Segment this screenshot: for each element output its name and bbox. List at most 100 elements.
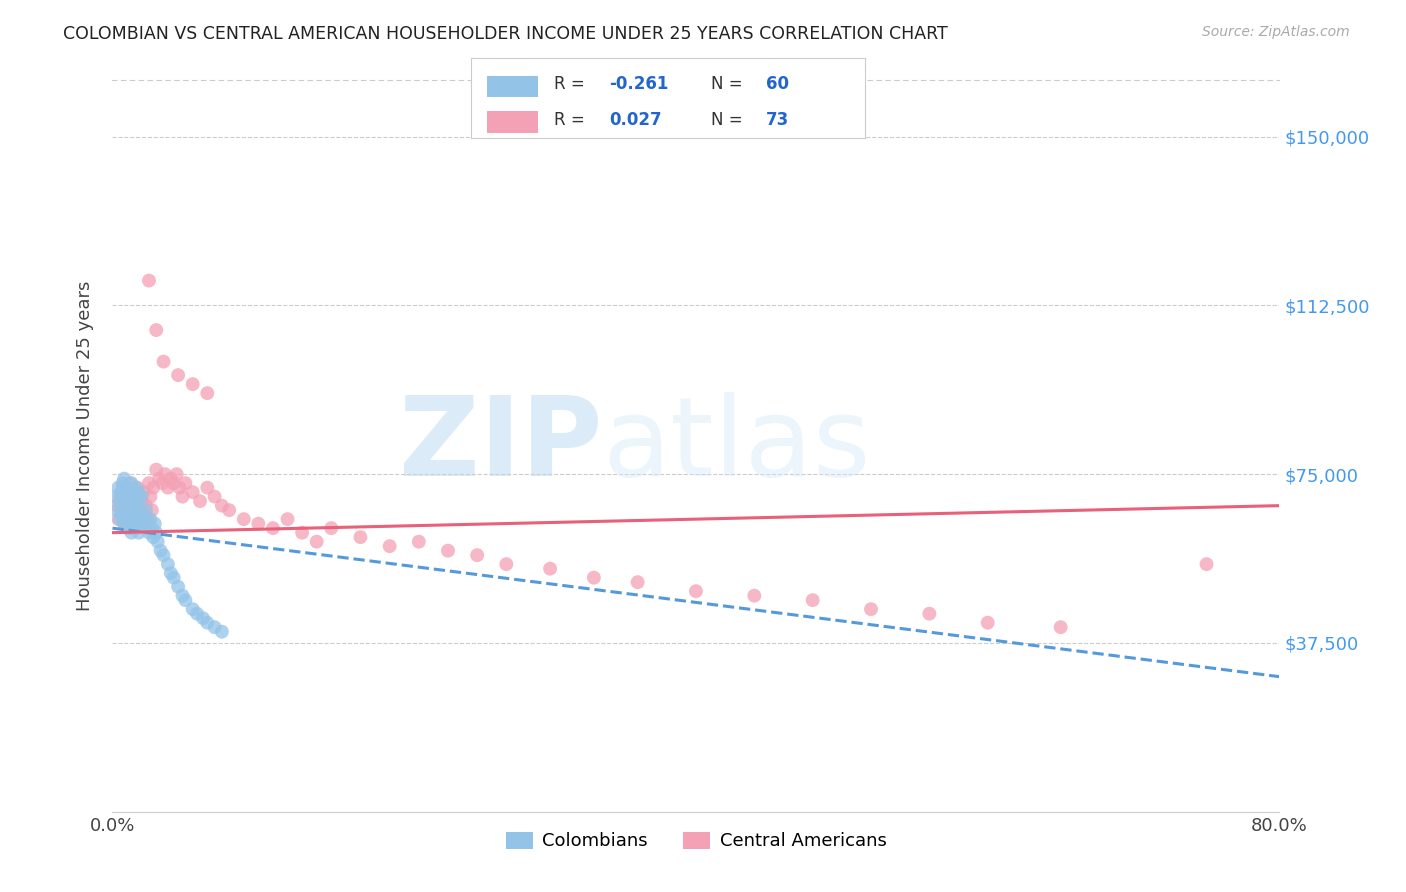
Point bbox=[136, 512, 159, 526]
Point bbox=[117, 494, 139, 508]
Point bbox=[115, 485, 138, 500]
Text: 73: 73 bbox=[766, 111, 790, 128]
Point bbox=[129, 516, 152, 531]
Point bbox=[112, 516, 135, 531]
Point bbox=[107, 481, 129, 495]
Point bbox=[112, 516, 135, 531]
Point bbox=[114, 508, 136, 522]
Point bbox=[122, 499, 145, 513]
Point bbox=[627, 575, 650, 590]
Point bbox=[127, 481, 149, 495]
Point bbox=[321, 521, 343, 535]
Point bbox=[124, 508, 146, 522]
Point bbox=[174, 476, 197, 491]
Point bbox=[150, 476, 173, 491]
Point bbox=[143, 516, 166, 531]
Point bbox=[139, 490, 162, 504]
Point bbox=[188, 494, 211, 508]
Point bbox=[195, 615, 218, 630]
Point bbox=[110, 503, 132, 517]
Point bbox=[117, 508, 139, 522]
Point bbox=[181, 485, 204, 500]
Point bbox=[135, 499, 157, 513]
Point bbox=[108, 494, 131, 508]
Point bbox=[211, 624, 233, 639]
Point bbox=[160, 566, 183, 581]
Point bbox=[305, 534, 328, 549]
Point bbox=[141, 521, 163, 535]
Point bbox=[163, 571, 186, 585]
Point bbox=[918, 607, 941, 621]
Point bbox=[181, 602, 204, 616]
Point bbox=[172, 490, 194, 504]
Point bbox=[172, 589, 194, 603]
Point bbox=[132, 512, 155, 526]
Point bbox=[138, 476, 160, 491]
Point bbox=[145, 323, 167, 337]
Point bbox=[291, 525, 314, 540]
Point bbox=[378, 539, 401, 553]
Point bbox=[152, 548, 174, 562]
Point bbox=[105, 503, 128, 517]
Point bbox=[495, 557, 517, 571]
Point bbox=[685, 584, 707, 599]
Point bbox=[152, 354, 174, 368]
Text: 0.027: 0.027 bbox=[609, 111, 661, 128]
Text: ZIP: ZIP bbox=[399, 392, 603, 500]
Point bbox=[262, 521, 284, 535]
Point bbox=[136, 516, 159, 531]
Bar bbox=[486, 76, 538, 97]
Text: atlas: atlas bbox=[603, 392, 872, 500]
Point bbox=[125, 521, 148, 535]
Point bbox=[134, 521, 156, 535]
Point bbox=[167, 580, 190, 594]
Point bbox=[128, 525, 150, 540]
Point bbox=[195, 481, 218, 495]
Text: 60: 60 bbox=[766, 76, 789, 94]
Point bbox=[408, 534, 430, 549]
Point bbox=[115, 481, 138, 495]
Point bbox=[232, 512, 254, 526]
Text: Source: ZipAtlas.com: Source: ZipAtlas.com bbox=[1202, 25, 1350, 39]
Point bbox=[124, 490, 146, 504]
Point bbox=[111, 476, 134, 491]
Point bbox=[110, 508, 132, 522]
Point bbox=[191, 611, 214, 625]
Point bbox=[138, 274, 160, 288]
Point bbox=[166, 467, 188, 482]
Point bbox=[148, 472, 170, 486]
Point bbox=[167, 368, 190, 383]
Point bbox=[204, 490, 226, 504]
Point bbox=[156, 481, 179, 495]
Point bbox=[117, 512, 139, 526]
Point bbox=[124, 490, 146, 504]
Point bbox=[742, 589, 765, 603]
Point bbox=[128, 485, 150, 500]
Point bbox=[976, 615, 998, 630]
Point bbox=[1195, 557, 1218, 571]
Point bbox=[211, 499, 233, 513]
Point bbox=[127, 494, 149, 508]
Point bbox=[108, 512, 131, 526]
Point bbox=[142, 481, 165, 495]
Point bbox=[153, 467, 176, 482]
Point bbox=[128, 503, 150, 517]
Point bbox=[538, 562, 561, 576]
Point bbox=[156, 557, 179, 571]
Point bbox=[118, 476, 141, 491]
Point bbox=[114, 494, 136, 508]
Point bbox=[276, 512, 298, 526]
Point bbox=[120, 521, 142, 535]
Point bbox=[120, 525, 142, 540]
Point bbox=[160, 472, 183, 486]
Point bbox=[114, 490, 136, 504]
Point bbox=[146, 534, 169, 549]
Point bbox=[142, 530, 165, 544]
Point bbox=[125, 512, 148, 526]
Legend: Colombians, Central Americans: Colombians, Central Americans bbox=[498, 824, 894, 857]
Text: N =: N = bbox=[711, 76, 748, 94]
Point bbox=[247, 516, 270, 531]
Point bbox=[111, 481, 134, 495]
Point bbox=[115, 521, 138, 535]
Point bbox=[118, 503, 141, 517]
